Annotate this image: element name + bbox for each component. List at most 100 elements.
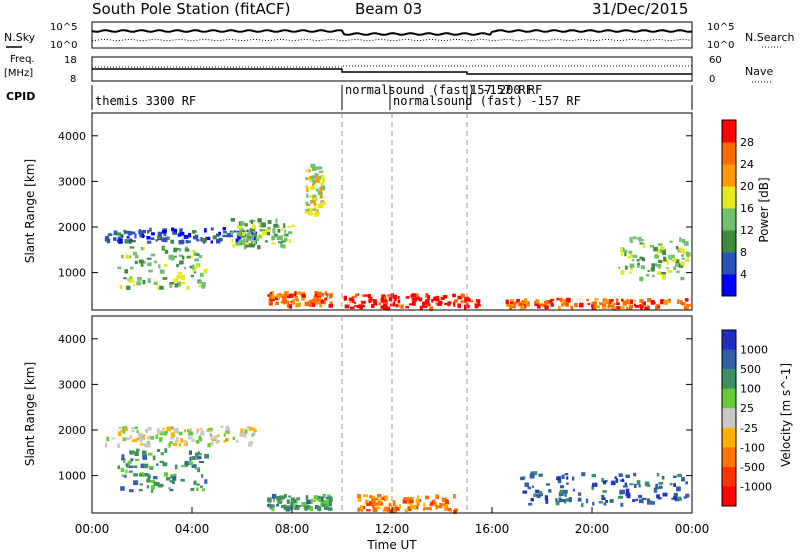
power-cell bbox=[627, 255, 631, 259]
velocity-colorbar-tick: 25 bbox=[740, 402, 754, 415]
power-cell bbox=[653, 246, 658, 252]
power-cell bbox=[162, 246, 166, 249]
velocity-cell bbox=[196, 487, 199, 492]
power-cell bbox=[315, 188, 319, 192]
power-cell bbox=[631, 259, 635, 262]
velocity-cell bbox=[677, 473, 682, 478]
velocity-cell bbox=[566, 476, 569, 480]
velocity-cell bbox=[656, 473, 660, 477]
power-cell bbox=[560, 297, 563, 300]
power-cell bbox=[169, 285, 172, 288]
power-cell bbox=[550, 303, 554, 307]
power-cell bbox=[282, 299, 288, 304]
power-cell bbox=[383, 301, 387, 307]
velocity-cell bbox=[681, 477, 686, 482]
power-cell bbox=[205, 236, 211, 241]
power-colorbar-tick: 28 bbox=[740, 136, 754, 149]
velocity-cell bbox=[310, 498, 314, 502]
velocity-cell bbox=[432, 499, 436, 505]
power-cell bbox=[266, 231, 271, 236]
velocity-cell bbox=[360, 505, 363, 510]
power-cell bbox=[252, 240, 256, 244]
power-ytick-label: 4000 bbox=[58, 130, 86, 143]
power-cell bbox=[383, 305, 388, 310]
velocity-cell bbox=[638, 499, 644, 504]
velocity-cell bbox=[315, 495, 318, 499]
power-cell bbox=[642, 242, 646, 248]
velocity-cell bbox=[564, 492, 567, 497]
power-cell bbox=[630, 266, 633, 271]
power-cell bbox=[311, 175, 315, 180]
velocity-cell bbox=[372, 495, 376, 499]
velocity-colorbar-band bbox=[722, 408, 736, 429]
velocity-cell bbox=[407, 506, 412, 511]
power-cell bbox=[251, 219, 254, 225]
velocity-cell bbox=[283, 504, 287, 509]
power-cell bbox=[620, 253, 623, 256]
velocity-cell bbox=[376, 493, 382, 498]
power-cell bbox=[172, 230, 177, 235]
power-cell bbox=[655, 253, 658, 258]
velocity-cell bbox=[193, 480, 197, 485]
velocity-cell bbox=[220, 425, 224, 428]
velocity-cell bbox=[363, 494, 368, 498]
velocity-cell bbox=[106, 436, 110, 442]
power-cell bbox=[681, 254, 684, 257]
velocity-cell bbox=[328, 499, 333, 502]
velocity-cell bbox=[388, 502, 392, 507]
power-cell bbox=[667, 270, 673, 273]
velocity-cell bbox=[134, 438, 138, 443]
power-cell bbox=[666, 267, 669, 270]
power-cell bbox=[328, 294, 332, 299]
power-cell bbox=[317, 291, 322, 297]
power-cell bbox=[301, 298, 306, 301]
velocity-cell bbox=[642, 497, 647, 501]
power-cell bbox=[535, 299, 538, 304]
power-cell bbox=[560, 300, 566, 303]
velocity-cell bbox=[375, 497, 378, 501]
velocity-cell bbox=[435, 494, 440, 500]
power-cell bbox=[245, 242, 250, 248]
velocity-cell bbox=[591, 473, 596, 478]
velocity-cell bbox=[163, 430, 168, 434]
power-cell bbox=[604, 299, 607, 304]
power-cell bbox=[269, 292, 273, 295]
velocity-cell bbox=[211, 438, 216, 442]
velocity-cell bbox=[267, 497, 272, 502]
power-cell bbox=[185, 240, 189, 244]
velocity-cell bbox=[416, 503, 420, 506]
velocity-cell bbox=[123, 460, 126, 463]
power-cell bbox=[545, 300, 551, 305]
velocity-cell bbox=[139, 483, 143, 486]
power-cell bbox=[677, 299, 680, 304]
power-cell bbox=[127, 231, 132, 236]
power-cell bbox=[201, 282, 206, 287]
velocity-cell bbox=[225, 438, 228, 441]
velocity-cell bbox=[372, 508, 378, 512]
power-cell bbox=[164, 263, 168, 267]
power-cell bbox=[186, 256, 191, 259]
velocity-cell bbox=[143, 463, 149, 469]
power-cell bbox=[183, 234, 189, 239]
power-cell bbox=[278, 241, 283, 244]
velocity-cell bbox=[404, 508, 409, 512]
velocity-cell bbox=[408, 502, 413, 505]
power-cell bbox=[244, 223, 248, 227]
power-cell bbox=[174, 283, 179, 288]
velocity-cell bbox=[271, 507, 275, 512]
velocity-cell bbox=[317, 496, 321, 500]
power-cell bbox=[108, 233, 113, 236]
power-cell bbox=[316, 209, 319, 214]
velocity-cell bbox=[173, 428, 179, 433]
power-cell bbox=[636, 258, 640, 262]
power-cell bbox=[140, 230, 144, 236]
power-cell bbox=[258, 235, 262, 238]
power-cell bbox=[641, 257, 646, 262]
power-cell bbox=[655, 304, 658, 308]
power-cell bbox=[680, 276, 685, 281]
velocity-cell bbox=[293, 504, 299, 507]
velocity-cell bbox=[309, 506, 314, 512]
velocity-cell bbox=[128, 470, 133, 473]
noise-right-top: 10^5 bbox=[707, 22, 734, 33]
velocity-cell bbox=[443, 503, 448, 507]
